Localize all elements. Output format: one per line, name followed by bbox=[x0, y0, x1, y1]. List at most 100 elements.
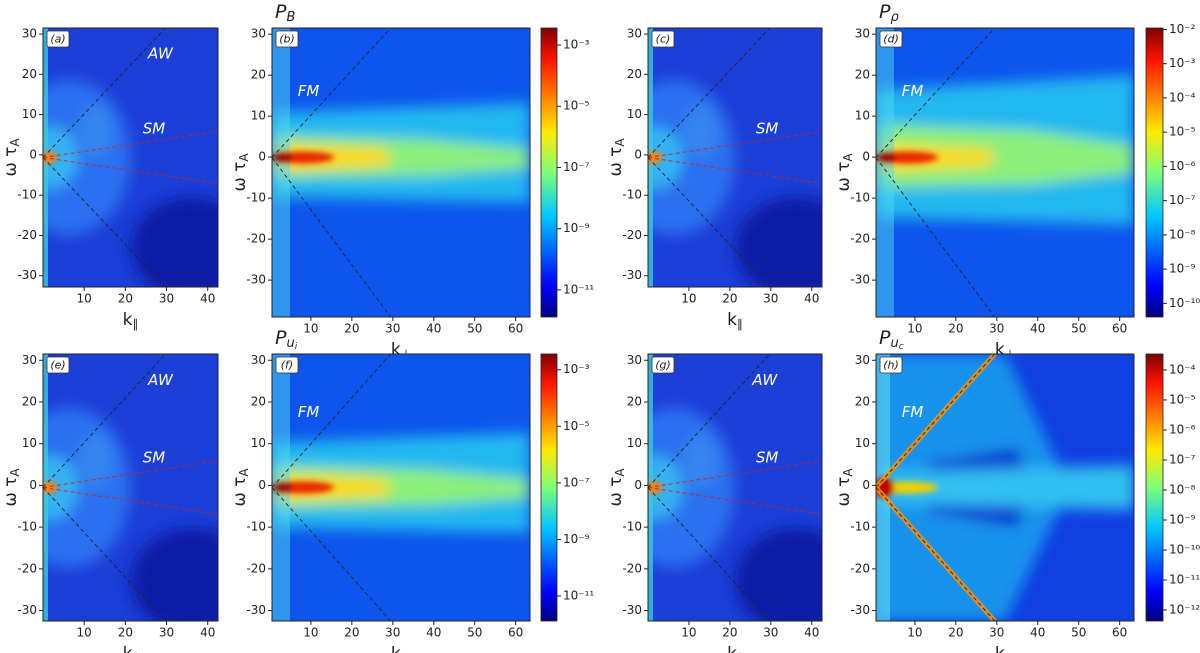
heat-layer bbox=[876, 75, 1134, 225]
x-tick-label: 20 bbox=[344, 626, 359, 640]
subscript: ∥ bbox=[132, 651, 138, 653]
y-tick-label: -30 bbox=[850, 273, 870, 287]
y-tick-label: 20 bbox=[22, 67, 37, 81]
annotation: FM bbox=[298, 403, 320, 421]
heat-layer bbox=[648, 151, 662, 164]
heat-layer bbox=[648, 481, 662, 494]
x-tick-label: 30 bbox=[763, 626, 778, 640]
subscript: ∥ bbox=[132, 317, 138, 331]
y-tick-label: 10 bbox=[251, 109, 266, 123]
panel-label: (f) bbox=[281, 359, 293, 372]
colorbar-tick-label: 10⁻⁹ bbox=[563, 532, 590, 546]
annotation: FM bbox=[298, 82, 320, 100]
x-tick-label: 10 bbox=[77, 292, 92, 306]
heat-region bbox=[735, 196, 822, 287]
panel-title: Pρ bbox=[879, 1, 899, 25]
plot-frame bbox=[271, 353, 531, 622]
panel: 10 20 30 40 -30 -20 -10 0 10 20 30 k∥ ω τA (c) SM bbox=[606, 27, 823, 331]
x-tick-label: 30 bbox=[159, 626, 174, 640]
y-tick-label: 0 bbox=[634, 478, 642, 492]
panel-label-box bbox=[879, 356, 903, 374]
x-tick-label: 60 bbox=[1112, 322, 1127, 336]
annotation: SM bbox=[143, 449, 166, 467]
subscript: A bbox=[8, 468, 22, 477]
panel-label-box bbox=[275, 30, 299, 48]
annotation: AW bbox=[751, 371, 778, 389]
x-tick-label: 60 bbox=[1112, 626, 1127, 640]
x-tick-label: 50 bbox=[467, 322, 482, 336]
y-axis-label: ω τA bbox=[834, 468, 855, 507]
y-tick-label: -10 bbox=[622, 188, 642, 202]
y-tick-label: -10 bbox=[246, 520, 266, 534]
reference-line bbox=[876, 354, 996, 488]
y-tick-label: 0 bbox=[29, 147, 37, 161]
reference-line bbox=[43, 28, 166, 158]
subscript: A bbox=[237, 468, 251, 477]
heat-region bbox=[648, 481, 662, 494]
y-tick-label: 30 bbox=[627, 27, 642, 41]
axis-label-text: ω τ bbox=[606, 147, 626, 177]
axis-label-text: ω τ bbox=[1, 147, 21, 177]
x-axis-label: k∥ bbox=[123, 644, 139, 653]
reference-line bbox=[43, 157, 218, 184]
annotation: AW bbox=[147, 371, 174, 389]
colorbar-tick-label: 10⁻⁵ bbox=[1169, 392, 1196, 406]
heat-layer bbox=[272, 432, 530, 533]
x-tick-label: 30 bbox=[763, 292, 778, 306]
y-tick-label: 0 bbox=[258, 478, 266, 492]
x-tick-label: 50 bbox=[467, 626, 482, 640]
x-tick-label: 60 bbox=[508, 322, 523, 336]
x-tick-label: 40 bbox=[804, 292, 819, 306]
reference-line bbox=[272, 28, 392, 158]
heat-layer bbox=[272, 481, 334, 494]
annotation: SM bbox=[756, 449, 779, 467]
panel-label: (g) bbox=[655, 359, 671, 372]
panel-label-box bbox=[46, 30, 70, 48]
reference-line bbox=[648, 460, 822, 488]
heat-region bbox=[130, 196, 218, 287]
heatmap bbox=[876, 28, 1134, 317]
panel-label: (a) bbox=[50, 33, 65, 46]
heat-region bbox=[78, 105, 113, 158]
y-tick-label: -20 bbox=[246, 232, 266, 246]
heat-layer bbox=[648, 407, 822, 621]
x-tick-label: 40 bbox=[426, 322, 441, 336]
x-tick-label: 50 bbox=[1071, 626, 1086, 640]
colorbar-tick-label: 10⁻⁹ bbox=[1169, 262, 1196, 276]
y-tick-label: -20 bbox=[622, 561, 642, 575]
y-tick-label: -10 bbox=[622, 520, 642, 534]
colorbar-tick-label: 10⁻⁹ bbox=[563, 221, 590, 235]
y-tick-label: 20 bbox=[855, 394, 870, 408]
y-tick-label: -20 bbox=[850, 561, 870, 575]
reference-line bbox=[272, 487, 392, 621]
reference-line bbox=[272, 157, 392, 317]
y-tick-label: -20 bbox=[246, 561, 266, 575]
plot-frame bbox=[875, 27, 1135, 318]
x-tick-label: 60 bbox=[508, 626, 523, 640]
heat-region bbox=[43, 455, 78, 520]
plot-frame bbox=[42, 353, 219, 622]
y-tick-label: 0 bbox=[862, 150, 870, 164]
subscript: ∥ bbox=[737, 317, 743, 331]
heat-region bbox=[272, 483, 293, 492]
reference-line bbox=[43, 487, 166, 621]
colorbar-tick-label: 10⁻⁹ bbox=[1169, 512, 1196, 526]
axis-label-text: k bbox=[995, 644, 1005, 653]
heat-layer bbox=[876, 151, 938, 164]
heat-region bbox=[682, 105, 718, 158]
plot-frame bbox=[42, 27, 219, 288]
subscript: ⊥ bbox=[1005, 651, 1015, 653]
x-axis-label: k∥ bbox=[727, 310, 743, 331]
x-axis-label: k∥ bbox=[727, 644, 743, 653]
axis-label-text: k bbox=[727, 644, 737, 653]
colorbar-tick-label: 10⁻⁷ bbox=[563, 160, 590, 174]
y-tick-label: -30 bbox=[246, 603, 266, 617]
panel-title: Pui bbox=[275, 327, 298, 352]
subscript: c bbox=[899, 342, 904, 352]
y-tick-label: -30 bbox=[17, 268, 37, 282]
reference-line bbox=[648, 157, 822, 184]
x-tick-label: 30 bbox=[385, 626, 400, 640]
reference-line bbox=[43, 487, 218, 515]
heatmap bbox=[43, 28, 218, 287]
